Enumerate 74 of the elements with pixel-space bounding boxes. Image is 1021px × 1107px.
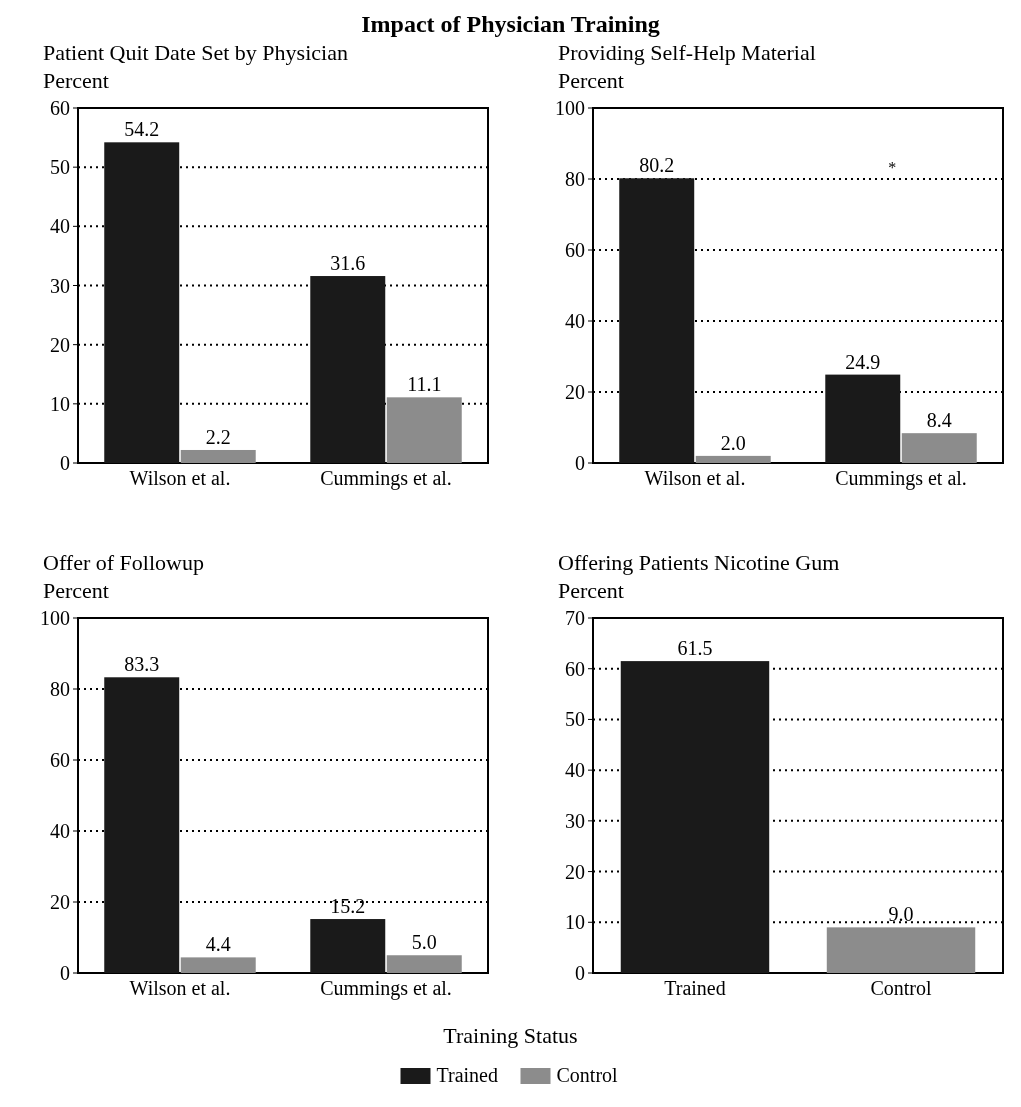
bar bbox=[310, 919, 386, 973]
y-tick-label: 100 bbox=[40, 607, 70, 629]
chart-title: Providing Self-Help Material bbox=[558, 40, 816, 65]
chart-title: Offering Patients Nicotine Gum bbox=[558, 550, 840, 575]
y-tick-label: 80 bbox=[50, 678, 70, 700]
y-tick-label: 20 bbox=[565, 860, 585, 883]
y-tick-label: 0 bbox=[575, 962, 585, 984]
bar bbox=[310, 276, 386, 463]
y-tick-label: 20 bbox=[565, 381, 585, 403]
y-tick-label: 40 bbox=[50, 215, 70, 238]
y-tick-label: 0 bbox=[60, 452, 70, 474]
y-tick-label: 0 bbox=[60, 962, 70, 984]
data-label: 15.2 bbox=[330, 895, 366, 918]
x-axis-title: Training Status bbox=[443, 1023, 578, 1048]
y-axis-title: Percent bbox=[558, 68, 624, 93]
bar bbox=[825, 374, 901, 463]
chart-title: Patient Quit Date Set by Physician bbox=[43, 40, 348, 65]
y-tick-label: 60 bbox=[565, 657, 585, 680]
data-label: 4.4 bbox=[205, 933, 231, 956]
data-label: 8.4 bbox=[926, 409, 952, 432]
y-tick-label: 50 bbox=[565, 708, 585, 731]
bar bbox=[619, 178, 695, 463]
data-label: 24.9 bbox=[845, 350, 881, 373]
text: Impact of Physician Training bbox=[361, 11, 660, 37]
bar bbox=[386, 397, 462, 463]
bar bbox=[180, 449, 256, 463]
data-label: 61.5 bbox=[677, 637, 713, 660]
y-tick-label: 70 bbox=[565, 607, 585, 629]
data-label: 9.0 bbox=[888, 903, 914, 926]
y-tick-label: 10 bbox=[50, 392, 70, 415]
bar bbox=[386, 955, 462, 973]
y-tick-label: 40 bbox=[565, 310, 585, 332]
y-tick-label: 100 bbox=[555, 97, 585, 119]
y-tick-label: 30 bbox=[50, 274, 70, 297]
y-tick-label: 20 bbox=[50, 891, 70, 913]
y-tick-label: 60 bbox=[50, 749, 70, 771]
x-tick-label: Wilson et al. bbox=[644, 467, 746, 489]
bar bbox=[104, 677, 180, 973]
annotation: * bbox=[888, 159, 897, 176]
y-tick-label: 60 bbox=[565, 239, 585, 261]
y-tick-label: 40 bbox=[565, 759, 585, 782]
data-label: 2.0 bbox=[720, 431, 746, 454]
x-tick-label: Cummings et al. bbox=[835, 467, 967, 490]
y-tick-label: 50 bbox=[50, 156, 70, 179]
y-tick-label: 60 bbox=[50, 97, 70, 119]
bar bbox=[180, 957, 256, 973]
legend-label: Control bbox=[556, 1064, 619, 1086]
bar bbox=[695, 455, 771, 463]
bar bbox=[104, 142, 180, 463]
x-tick-label: Cummings et al. bbox=[320, 467, 452, 490]
x-tick-label: Cummings et al. bbox=[320, 977, 452, 1000]
y-tick-label: 80 bbox=[565, 168, 585, 190]
y-axis-title: Percent bbox=[43, 68, 109, 93]
x-tick-label: Wilson et al. bbox=[129, 467, 231, 489]
data-label: 5.0 bbox=[411, 931, 437, 954]
y-tick-label: 30 bbox=[565, 809, 585, 832]
y-tick-label: 20 bbox=[50, 333, 70, 356]
x-tick-label: Wilson et al. bbox=[129, 977, 231, 999]
y-tick-label: 40 bbox=[50, 820, 70, 842]
legend-label: Trained bbox=[436, 1064, 498, 1086]
chart-title: Offer of Followup bbox=[43, 550, 204, 575]
data-label: 54.2 bbox=[124, 118, 160, 141]
x-tick-label: Control bbox=[870, 977, 933, 999]
y-tick-label: 10 bbox=[565, 911, 585, 934]
data-label: 31.6 bbox=[330, 252, 366, 275]
y-axis-title: Percent bbox=[43, 578, 109, 603]
y-tick-label: 0 bbox=[575, 452, 585, 474]
bar bbox=[901, 433, 977, 463]
data-label: 83.3 bbox=[124, 653, 160, 676]
data-label: 2.2 bbox=[205, 425, 231, 448]
data-label: 11.1 bbox=[407, 373, 442, 396]
y-axis-title: Percent bbox=[558, 578, 624, 603]
data-label: 80.2 bbox=[639, 154, 675, 177]
x-tick-label: Trained bbox=[664, 977, 726, 999]
